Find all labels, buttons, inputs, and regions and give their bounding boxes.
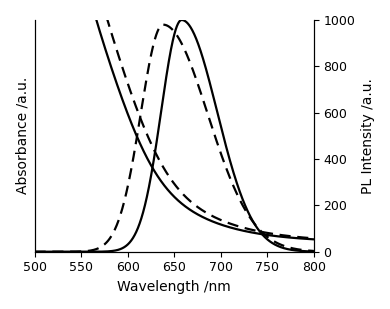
Y-axis label: Absorbance /a.u.: Absorbance /a.u. xyxy=(15,77,29,194)
X-axis label: Wavelength /nm: Wavelength /nm xyxy=(117,280,231,294)
Y-axis label: PL Intensity /a.u.: PL Intensity /a.u. xyxy=(361,78,375,194)
